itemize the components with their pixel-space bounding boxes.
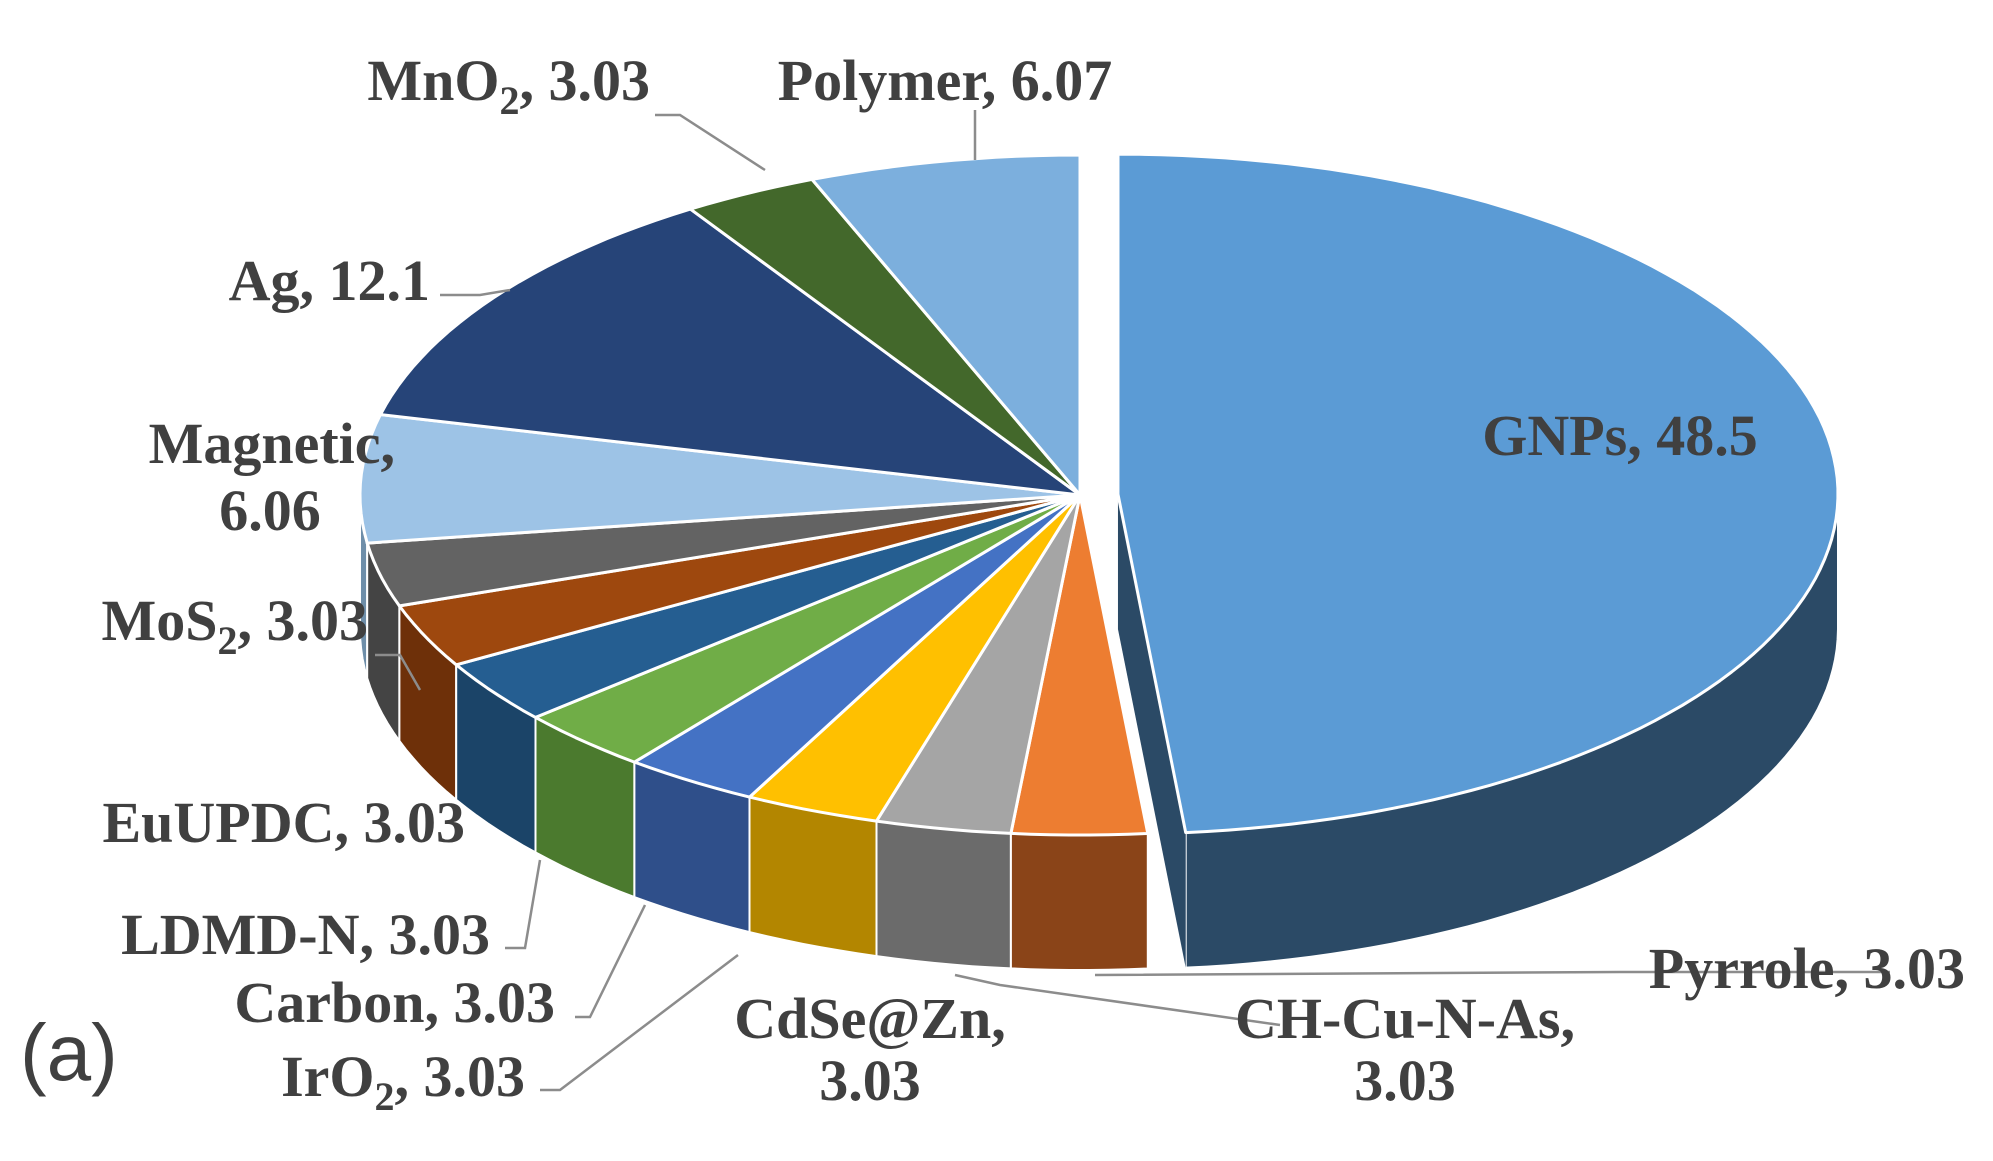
slice-label-mos2: MoS2, 3.03 [102,588,369,663]
slice-ag [378,207,1082,497]
slice-polymer [810,153,1082,497]
leader-line-pyrrole [1094,970,1890,977]
slice-gnps [1116,152,1840,835]
slice-label-ch-cu-n-as: CH-Cu-N-As, 3.03 [1235,986,1575,1113]
slice-label-ag: Ag, 12.1 [229,248,430,313]
slice-side-ch-cu-n-as [875,819,1012,970]
slice-pyrrole [1009,493,1150,837]
slice-mno2 [688,177,1082,497]
slice-label-carbon: Carbon, 3.03 [234,970,555,1035]
slice-label-pyrrole: Pyrrole, 3.03 [1649,936,1965,1001]
slice-iro2 [632,493,1082,799]
slice-label-magnetic: Magnetic, 6.06 [149,411,395,543]
leader-line-mos2 [375,653,422,691]
slice-label-iro2: IrO2, 3.03 [281,1044,525,1119]
pie-sides [359,494,1839,971]
slice-cdse-zn [748,493,1082,823]
slice-label-gnps: GNPs, 48.5 [1482,403,1758,468]
slice-labels: GNPs, 48.5 Pyrrole, 3.03 CH-Cu-N-As, 3.03 Cd… [102,48,1966,1119]
panel-label: (a) [20,1008,118,1097]
slice-label-cdse-zn: CdSe@Zn, 3.03 [734,986,1006,1113]
slice-label-euupdc: EuUPDC, 3.03 [102,790,465,855]
leader-line-ch-cu-n-as [954,973,1281,1027]
leader-line-ldmd-n [505,859,542,950]
slice-carbon [534,493,1082,764]
leader-line-ag [440,288,511,297]
slice-label-ldmd-n: LDMD-N, 3.03 [121,902,490,967]
slice-magnetic [358,413,1082,545]
leader-line-iro2 [540,954,739,1092]
slice-euupdc [397,493,1082,667]
leader-lines [375,110,1890,1092]
slice-label-mno2: MnO2, 3.03 [367,48,650,123]
slice-side-pyrrole [1009,832,1149,971]
slice-ch-cu-n-as [875,493,1082,835]
slice-cut-gnps [1117,494,1186,968]
slice-mos2 [365,493,1082,608]
leader-line-carbon [575,904,647,1019]
slice-ldmd-n [454,493,1082,719]
slice-side-cdse-zn [748,795,878,958]
pie-tops [358,152,1840,837]
leader-line-mno2 [655,113,766,172]
slice-label-polymer: Polymer, 6.07 [778,48,1113,113]
